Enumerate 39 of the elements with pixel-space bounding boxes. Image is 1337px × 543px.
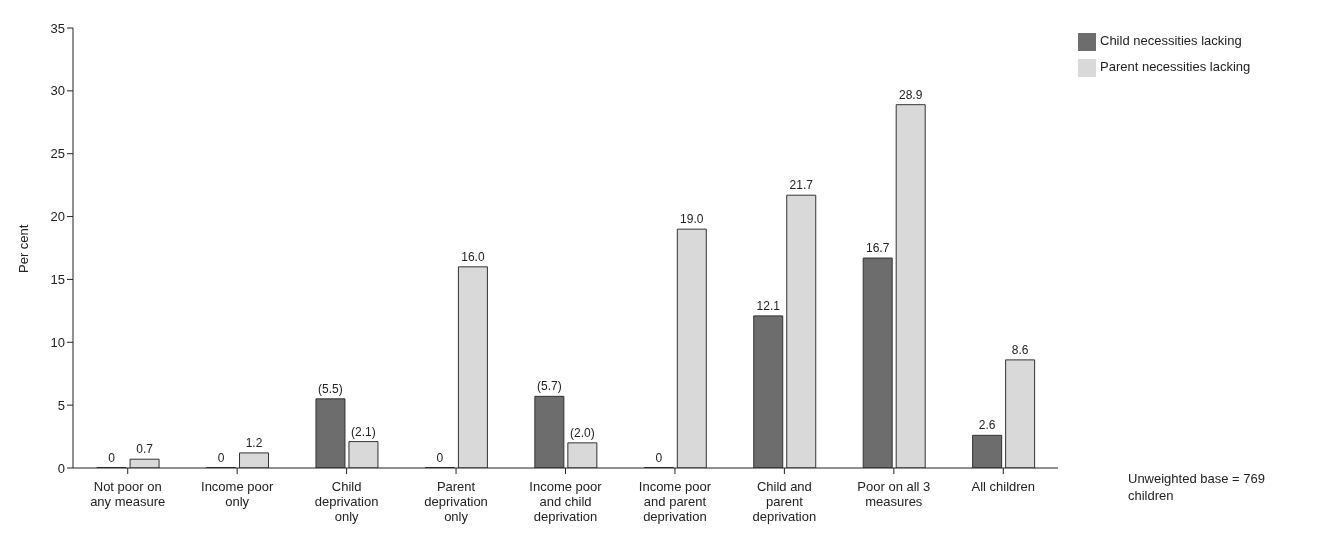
y-tick-label: 25	[50, 146, 65, 162]
y-axis-title: Per cent	[15, 224, 31, 273]
x-tick-label: Child and parent deprivation	[752, 479, 817, 524]
x-tick-label: Income poor only	[201, 479, 274, 509]
data-label: 0	[655, 450, 663, 465]
data-label: (5.7)	[537, 379, 562, 394]
data-label: 2.6	[978, 418, 996, 433]
y-tick-label: 35	[50, 20, 65, 36]
x-tick-label: Child deprivation only	[314, 479, 379, 524]
data-label: 16.0	[461, 249, 485, 264]
data-label: 19.0	[680, 212, 704, 227]
y-tick-label: 5	[57, 397, 65, 413]
data-label: (5.5)	[318, 381, 343, 396]
legend-label: Child necessities lacking	[1100, 33, 1242, 48]
x-tick-label: Income poor and parent deprivation	[638, 479, 712, 524]
text: Unweighted base = 769 children	[1128, 470, 1266, 504]
y-tick-label: 30	[50, 83, 65, 99]
x-tick-label: Not poor on any measure	[90, 479, 166, 509]
data-label: 16.7	[866, 241, 890, 256]
x-tick-label: All children	[971, 479, 1036, 494]
x-tick-label: Parent deprivation only	[424, 479, 488, 524]
data-label: 28.9	[899, 87, 923, 102]
x-tick-label: Poor on all 3 measures	[857, 479, 931, 509]
y-tick-label: 10	[50, 334, 65, 350]
y-tick-label: 15	[50, 272, 65, 288]
y-tick-label: 0	[57, 460, 65, 476]
data-label: 1.2	[245, 435, 263, 450]
data-label: 0	[108, 450, 116, 465]
data-label: (2.1)	[351, 424, 376, 439]
data-label: 21.7	[789, 178, 814, 193]
data-label: (2.0)	[570, 425, 595, 440]
data-label: 8.6	[1011, 342, 1029, 357]
y-tick-label: 20	[50, 209, 65, 225]
data-label: 0	[436, 450, 444, 465]
data-label: 12.1	[756, 298, 781, 313]
legend-label: Parent necessities lacking	[1100, 59, 1251, 74]
x-tick-label: Income poor and child deprivation	[529, 479, 603, 524]
data-label: 0	[217, 450, 225, 465]
data-label: 0.7	[136, 442, 154, 457]
